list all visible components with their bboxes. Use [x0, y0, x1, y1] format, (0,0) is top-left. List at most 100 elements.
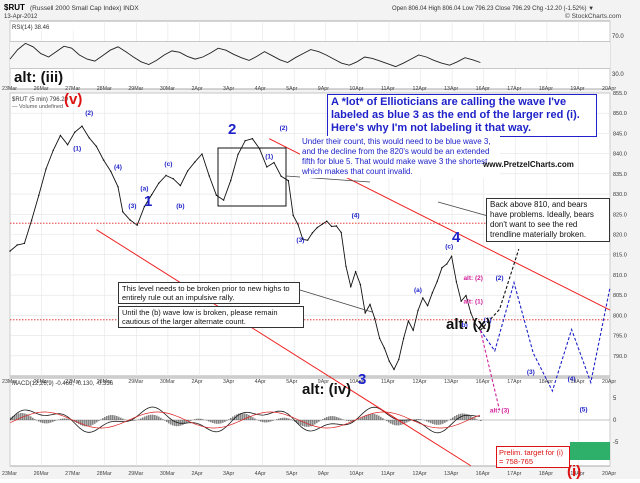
macd-hist-bar — [268, 420, 270, 422]
macd-hist-bar — [328, 416, 330, 420]
macd-hist-bar — [28, 415, 30, 420]
macd-hist-bar — [118, 417, 120, 420]
wave-label: (a) — [140, 185, 148, 192]
price-point — [245, 140, 246, 141]
macd-hist-bar — [150, 415, 152, 420]
price-date-label: 2Apr — [191, 379, 202, 385]
macd-hist-bar — [112, 415, 114, 420]
macd-hist-bar — [458, 414, 460, 420]
price-date-label: 30Mar — [160, 379, 175, 385]
macd-hist-bar — [432, 420, 434, 424]
price-point — [209, 175, 210, 176]
price-tick-label: 850.0 — [613, 111, 627, 117]
macd-hist-bar — [380, 417, 382, 420]
macd-hist-bar — [452, 417, 454, 420]
wave-label: (3) — [128, 203, 136, 210]
macd-hist-bar — [58, 419, 60, 420]
price-point — [307, 239, 308, 240]
macd-hist-bar — [284, 418, 286, 420]
price-point — [237, 154, 238, 155]
macd-hist-bar — [390, 420, 392, 424]
macd-hist-bar — [428, 420, 430, 422]
macd-hist-bar — [336, 417, 338, 420]
note-right: Back above 810, and bears have problems.… — [486, 198, 610, 242]
price-tick-label: 805.0 — [613, 293, 627, 299]
price-point — [465, 295, 466, 296]
macd-date-label: 3Apr — [223, 471, 234, 477]
macd-hist-bar — [92, 420, 94, 425]
price-point — [365, 312, 366, 313]
macd-hist-bar — [200, 419, 202, 420]
wave-label: (4) — [114, 164, 122, 171]
wave-label: alt: (2) — [463, 275, 483, 282]
price-point — [60, 135, 61, 136]
macd-hist-bar — [332, 416, 334, 420]
macd-hist-bar — [454, 416, 456, 420]
price-point — [456, 281, 457, 282]
price-point — [31, 220, 32, 221]
macd-hist-bar — [396, 420, 398, 425]
macd-label: MACD(12,26,9) -0.466, -0.130, -0.336 — [12, 381, 114, 387]
macd-hist-bar — [242, 413, 244, 420]
symbol-label: $RUT — [4, 3, 25, 12]
price-point — [427, 305, 428, 306]
price-date-label: 29Mar — [128, 379, 143, 385]
macd-hist-bar — [158, 417, 160, 420]
price-point — [384, 347, 385, 348]
macd-hist-bar — [154, 415, 156, 420]
rsi-label: RSI(14) 38.46 — [12, 25, 50, 31]
macd-hist-bar — [170, 420, 172, 425]
macd-hist-bar — [82, 420, 84, 426]
note-count: Under their count, this would need to be… — [300, 136, 500, 178]
macd-hist-bar — [378, 416, 380, 420]
price-tick-label: 845.0 — [613, 131, 627, 137]
price-date-label: 4Apr — [255, 379, 266, 385]
price-point — [470, 312, 471, 313]
price-tick-label: 810.0 — [613, 273, 627, 279]
price-label: $RUT (5 min) 796.29 — [12, 97, 69, 103]
macd-hist-bar — [338, 418, 340, 420]
macd-date-label: 26Mar — [34, 471, 49, 477]
macd-hist-bar — [326, 417, 328, 420]
macd-hist-bar — [64, 418, 66, 420]
price-point — [187, 170, 188, 171]
macd-hist-bar — [90, 420, 92, 426]
macd-hist-bar — [116, 416, 118, 420]
macd-hist-bar — [42, 420, 44, 423]
macd-hist-bar — [366, 415, 368, 420]
rsi-date-label: 3Apr — [223, 86, 234, 92]
macd-date-label: 10Apr — [349, 471, 363, 477]
macd-hist-bar — [190, 420, 192, 421]
macd-hist-bar — [420, 419, 422, 420]
macd-hist-bar — [308, 420, 310, 427]
note-until: Until the (b) wave low is broken, please… — [118, 306, 304, 328]
price-point — [223, 199, 224, 200]
macd-date-label: 11Apr — [381, 471, 395, 477]
price-point — [398, 359, 399, 360]
wave-label: (5) — [580, 407, 588, 414]
macd-hist-bar — [318, 420, 320, 422]
macd-hist-bar — [144, 416, 146, 420]
macd-hist-bar — [132, 420, 134, 421]
price-point — [461, 301, 462, 302]
macd-hist-bar — [254, 419, 256, 420]
rsi-date-label: 11Apr — [381, 86, 395, 92]
price-point — [297, 224, 298, 225]
note-level: This level needs to be broken prior to n… — [118, 282, 300, 304]
macd-date-label: 16Apr — [476, 471, 490, 477]
wave-label: alt: (3) — [490, 407, 510, 414]
price-point — [165, 175, 166, 176]
macd-date-label: 2Apr — [191, 471, 202, 477]
macd-hist-bar — [88, 420, 90, 426]
macd-hist-bar — [168, 420, 170, 423]
wave-label: (2) — [280, 125, 288, 132]
price-point — [413, 330, 414, 331]
alt-iii-label: alt: (iii) — [14, 69, 63, 86]
macd-hist-bar — [302, 420, 304, 426]
macd-hist-bar — [266, 420, 268, 422]
price-point — [369, 304, 370, 305]
macd-hist-bar — [196, 419, 198, 420]
price-point — [288, 180, 289, 181]
macd-hist-bar — [124, 419, 126, 420]
price-point — [281, 176, 282, 177]
